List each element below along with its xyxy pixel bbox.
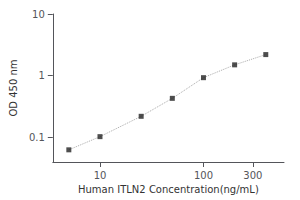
svg-text:Human ITLN2 Concentration(ng/m: Human ITLN2 Concentration(ng/mL) [78, 184, 259, 195]
svg-text:100: 100 [194, 170, 213, 181]
svg-text:10: 10 [94, 170, 107, 181]
svg-text:0.1: 0.1 [29, 132, 45, 143]
svg-text:OD 450 nm: OD 450 nm [8, 59, 19, 116]
svg-text:10: 10 [32, 9, 45, 20]
svg-text:1: 1 [38, 70, 44, 81]
svg-text:300: 300 [243, 170, 262, 181]
